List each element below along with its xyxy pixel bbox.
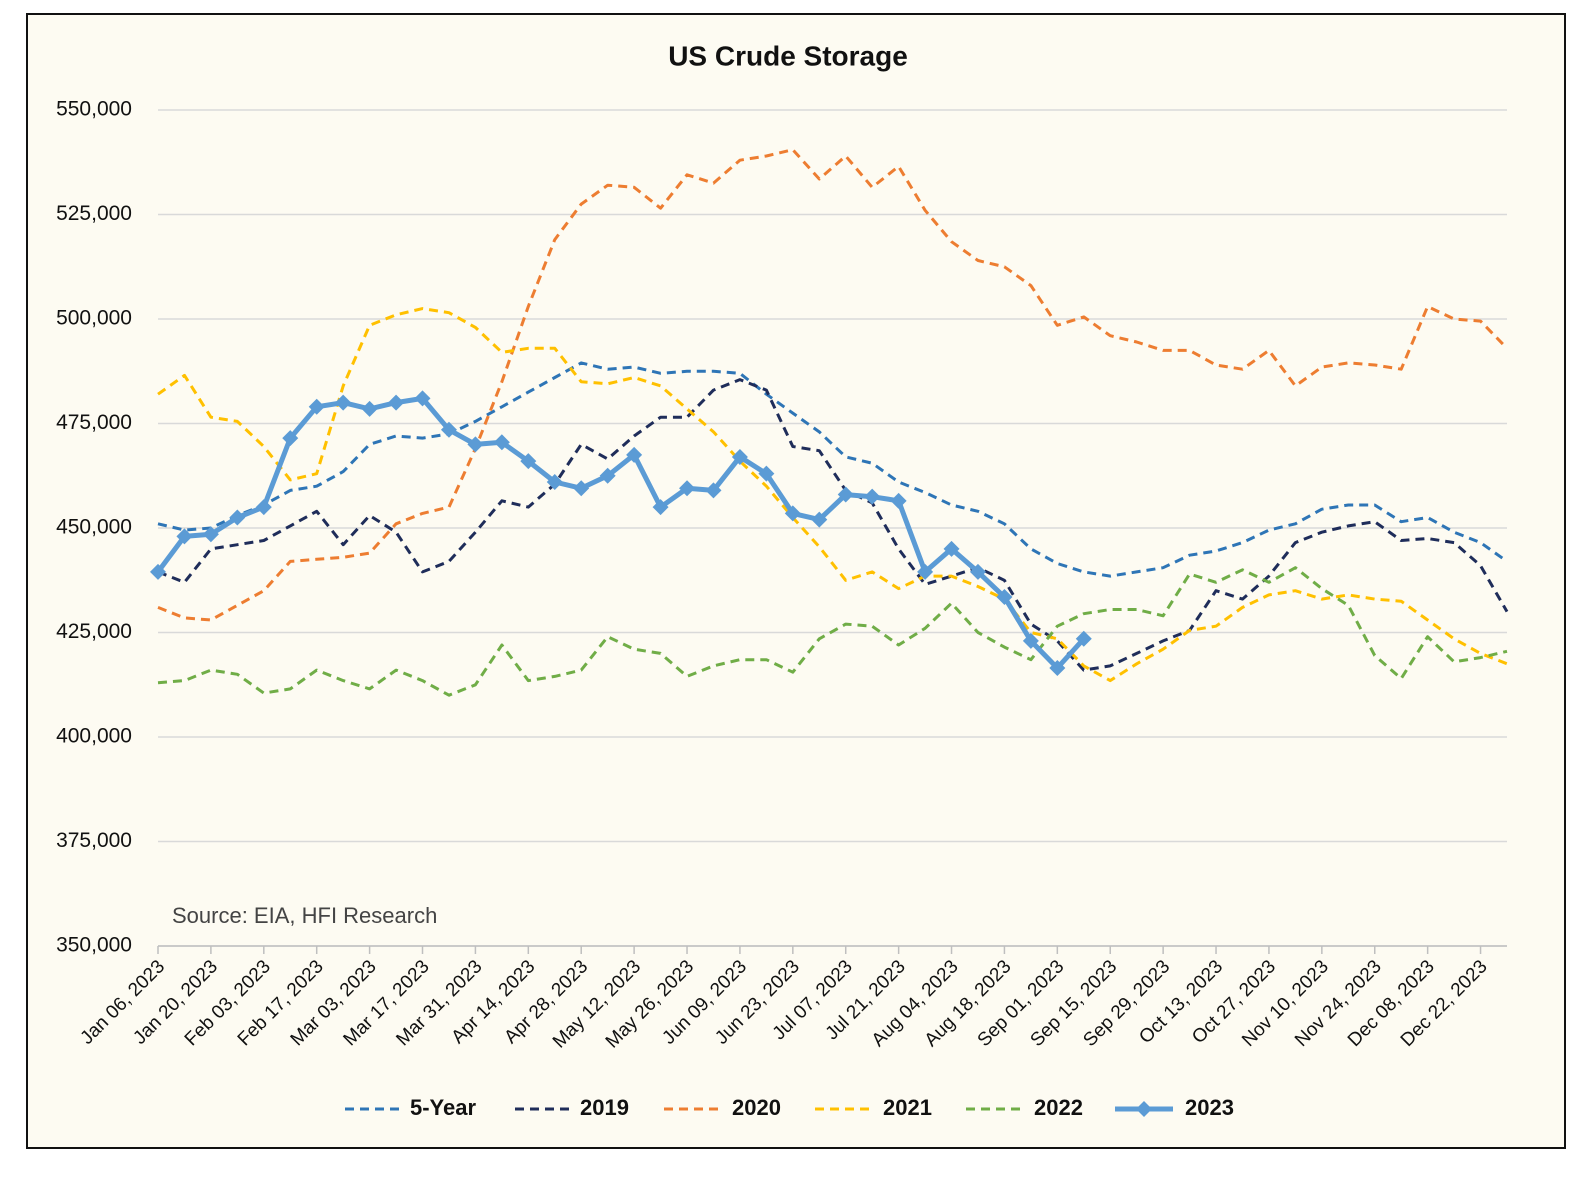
legend-label: 2020	[732, 1095, 781, 1120]
y-tick-label: 450,000	[56, 516, 132, 539]
legend-label: 2019	[580, 1095, 629, 1120]
data-point	[943, 540, 960, 557]
data-point	[229, 509, 246, 526]
data-point	[546, 474, 563, 491]
data-point	[335, 394, 352, 411]
data-point	[520, 453, 537, 470]
data-point	[1022, 632, 1039, 649]
data-point	[652, 499, 669, 516]
annotation: Source: EIA, HFI Research	[172, 903, 437, 928]
series-line	[155, 395, 1086, 671]
data-point	[150, 563, 166, 580]
data-point	[599, 467, 616, 484]
data-point	[917, 563, 934, 580]
chart-frame	[26, 13, 1566, 1149]
data-point	[784, 505, 801, 522]
data-point	[969, 563, 986, 580]
data-point	[388, 394, 405, 411]
y-tick-label: 525,000	[56, 202, 132, 225]
data-point	[890, 492, 907, 509]
series-line	[157, 307, 1508, 683]
data-point	[573, 480, 590, 497]
chart-title: US Crude Storage	[668, 40, 908, 71]
legend-label: 5-Year	[410, 1095, 476, 1120]
data-point	[176, 528, 193, 545]
data-point	[467, 436, 484, 453]
y-tick-label: 550,000	[56, 98, 132, 121]
data-point	[1049, 660, 1066, 677]
data-point	[864, 488, 881, 505]
data-point	[414, 390, 431, 407]
data-point	[837, 486, 854, 503]
y-tick-label: 375,000	[56, 829, 132, 852]
y-tick-label: 350,000	[56, 934, 132, 957]
data-point	[493, 434, 510, 451]
legend-label: 2021	[883, 1095, 932, 1120]
data-point	[758, 465, 775, 482]
legend-label: 2022	[1034, 1095, 1083, 1120]
data-point	[1075, 630, 1092, 647]
data-point	[626, 446, 643, 463]
y-tick-label: 475,000	[56, 411, 132, 434]
data-point	[282, 430, 299, 447]
legend-label: 2023	[1185, 1095, 1234, 1120]
data-point	[705, 482, 722, 499]
data-point	[996, 588, 1013, 605]
data-point	[811, 511, 828, 528]
data-point	[255, 499, 272, 516]
legend-marker	[1136, 1101, 1152, 1117]
data-point	[202, 526, 219, 543]
y-tick-label: 400,000	[56, 725, 132, 748]
data-point	[361, 400, 378, 417]
series-line	[157, 148, 1509, 622]
y-tick-label: 425,000	[56, 620, 132, 643]
data-point	[440, 421, 457, 438]
series-line	[157, 361, 1508, 578]
data-point	[308, 398, 325, 415]
y-tick-label: 500,000	[56, 307, 132, 330]
data-point	[679, 480, 696, 497]
data-point	[731, 448, 748, 465]
series-line	[157, 566, 1508, 697]
